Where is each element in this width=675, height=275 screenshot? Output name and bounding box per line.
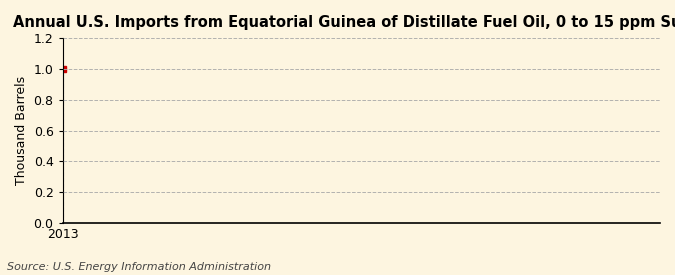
Text: Source: U.S. Energy Information Administration: Source: U.S. Energy Information Administ… — [7, 262, 271, 272]
Y-axis label: Thousand Barrels: Thousand Barrels — [15, 76, 28, 185]
Title: Annual U.S. Imports from Equatorial Guinea of Distillate Fuel Oil, 0 to 15 ppm S: Annual U.S. Imports from Equatorial Guin… — [13, 15, 675, 30]
